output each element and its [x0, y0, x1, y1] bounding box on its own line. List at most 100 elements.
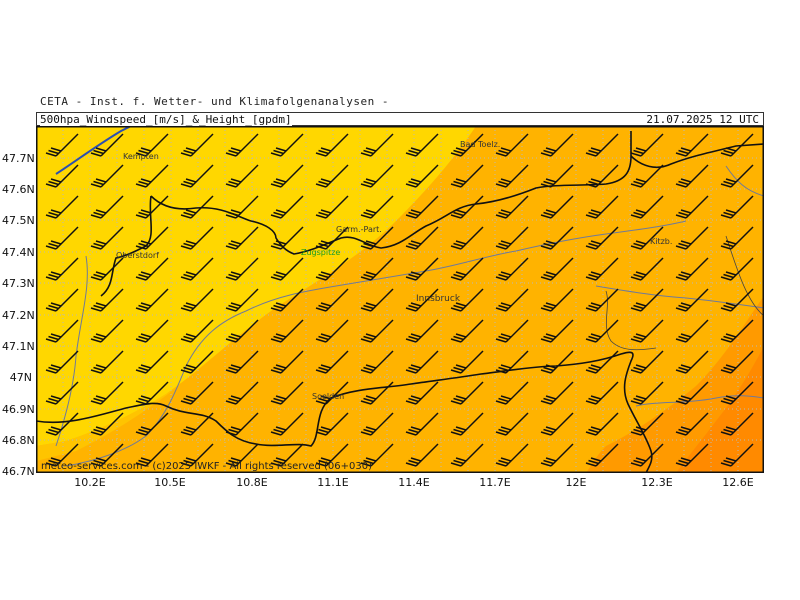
wind-barb: [405, 381, 439, 405]
wind-barb: [675, 164, 709, 188]
wind-barb: [675, 381, 709, 405]
wind-barb: [720, 381, 754, 405]
wind-barb: [180, 412, 214, 436]
wind-barb: [180, 257, 214, 281]
wind-barb: [720, 350, 754, 374]
wind-barb: [495, 257, 529, 281]
wind-barb: [720, 226, 754, 250]
wind-barb: [405, 443, 439, 467]
wind-barb: [630, 133, 664, 157]
wind-barb: [720, 288, 754, 312]
wind-barb: [630, 288, 664, 312]
wind-barb: [720, 164, 754, 188]
wind-barb: [45, 381, 79, 405]
wind-barb: [45, 226, 79, 250]
wind-barb: [540, 381, 574, 405]
wind-barb: [585, 133, 619, 157]
wind-barb: [495, 226, 529, 250]
wind-barb: [180, 381, 214, 405]
wind-barb: [90, 412, 124, 436]
wind-barb: [675, 412, 709, 436]
wind-barb: [585, 443, 619, 467]
wind-barb: [360, 195, 394, 219]
wind-barb: [45, 195, 79, 219]
wind-barb: [360, 412, 394, 436]
lon-label: 12E: [565, 476, 587, 489]
wind-barb: [450, 257, 484, 281]
wind-barb: [675, 288, 709, 312]
wind-barb: [90, 195, 124, 219]
wind-barb: [315, 164, 349, 188]
wind-barb: [630, 381, 664, 405]
title-bar: 500hpa_Windspeed_[m/s]_&_Height_[gpdm] 2…: [36, 112, 764, 126]
wind-barb: [540, 443, 574, 467]
lat-label: 47.1N: [2, 340, 35, 353]
wind-barb: [450, 443, 484, 467]
wind-barb: [405, 195, 439, 219]
wind-barb: [180, 195, 214, 219]
wind-barb: [315, 133, 349, 157]
wind-barb: [270, 164, 304, 188]
wind-barb: [45, 412, 79, 436]
wind-barb: [225, 381, 259, 405]
wind-barb: [585, 164, 619, 188]
wind-barb: [585, 226, 619, 250]
wind-barb: [270, 195, 304, 219]
wind-barb: [450, 319, 484, 343]
wind-barb: [225, 226, 259, 250]
wind-barb: [315, 288, 349, 312]
wind-barb: [315, 257, 349, 281]
windspeed-zone-darker: [676, 346, 764, 473]
wind-barb: [495, 319, 529, 343]
wind-barb: [135, 226, 169, 250]
lat-label: 47N: [9, 371, 32, 384]
wind-barb: [360, 257, 394, 281]
wind-barb: [630, 226, 664, 250]
wind-barb: [495, 381, 529, 405]
wind-barb: [720, 319, 754, 343]
wind-barb: [90, 319, 124, 343]
lat-label: 47.2N: [2, 309, 35, 322]
lon-label: 10.5E: [154, 476, 186, 489]
lat-label: 47.5N: [2, 214, 35, 227]
wind-barb: [675, 350, 709, 374]
wind-barb: [450, 133, 484, 157]
wind-barb: [225, 257, 259, 281]
wind-barb: [180, 133, 214, 157]
wind-barb: [585, 350, 619, 374]
wind-barb: [135, 350, 169, 374]
wind-barb: [675, 195, 709, 219]
place-soelden: Soelden: [312, 392, 344, 401]
wind-barb: [180, 319, 214, 343]
wind-barb: [720, 257, 754, 281]
wind-barb: [495, 195, 529, 219]
wind-barb: [225, 412, 259, 436]
wind-barb: [45, 443, 79, 467]
wind-barb: [225, 350, 259, 374]
wind-barb: [45, 164, 79, 188]
wind-barb: [90, 226, 124, 250]
wind-barb: [630, 195, 664, 219]
wind-barb: [630, 257, 664, 281]
footer-credit: meteo-services.com - (c)2025 IWKF - All …: [41, 461, 372, 472]
wind-barb: [720, 195, 754, 219]
wind-barb: [90, 288, 124, 312]
wind-barb: [405, 257, 439, 281]
wind-barb: [270, 133, 304, 157]
wind-barb: [90, 133, 124, 157]
wind-barb: [180, 226, 214, 250]
wind-barb: [135, 412, 169, 436]
wind-barb: [630, 319, 664, 343]
wind-barb: [540, 412, 574, 436]
wind-barb: [315, 350, 349, 374]
wind-barb: [675, 257, 709, 281]
place-kitzbuehel: Kitzb.: [650, 237, 672, 246]
wind-barb: [225, 195, 259, 219]
wind-barb: [540, 257, 574, 281]
wind-barb: [270, 319, 304, 343]
wind-barb: [675, 226, 709, 250]
wind-barb: [360, 288, 394, 312]
wind-barb: [720, 133, 754, 157]
wind-barb: [270, 226, 304, 250]
wind-barb: [720, 443, 754, 467]
